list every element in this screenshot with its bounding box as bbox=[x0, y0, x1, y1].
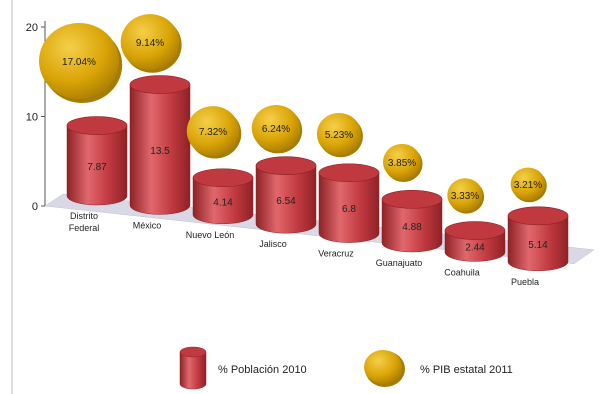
pib-bubble: 6.24% bbox=[251, 105, 303, 154]
axis-group: 0 10 20 Distrito Federal México Nuevo León Jali… bbox=[11, 0, 539, 394]
bar-body bbox=[381, 199, 443, 253]
bar-value-label: 6.54 bbox=[276, 196, 296, 207]
legend-cylinder-swatch bbox=[179, 351, 207, 390]
legend-bubble-swatch bbox=[364, 350, 402, 384]
bar-value-label: 5.14 bbox=[528, 240, 548, 251]
bar-body bbox=[318, 172, 380, 243]
category-label: Jalisco bbox=[259, 239, 287, 249]
pib-bubble: 5.23% bbox=[316, 112, 363, 158]
bar-value-label: 4.14 bbox=[213, 197, 233, 208]
population-bar: 13.5 bbox=[129, 75, 191, 215]
bubble-value-label: 3.21% bbox=[514, 180, 542, 191]
bubble-face bbox=[251, 105, 301, 151]
bar-top bbox=[129, 75, 191, 94]
population-bar: 6.54 bbox=[255, 156, 317, 234]
category-label: Puebla bbox=[511, 277, 539, 287]
population-bar: 5.14 bbox=[507, 206, 569, 272]
bubble-face bbox=[39, 23, 119, 99]
bar-value-label: 6.8 bbox=[342, 204, 356, 215]
bar-value-label: 4.88 bbox=[402, 222, 422, 233]
pib-bubble: 3.33% bbox=[447, 178, 485, 214]
bar-body bbox=[255, 165, 317, 234]
y-tick-label: 0 bbox=[32, 201, 38, 213]
pib-bubble: 3.85% bbox=[382, 143, 423, 182]
population-bar: 2.44 bbox=[444, 221, 506, 262]
bar-value-label: 2.44 bbox=[465, 242, 485, 253]
bubble-face bbox=[510, 167, 546, 201]
legend-group: % Población 2010 % PIB estatal 2011 bbox=[179, 346, 513, 390]
pib-bubble: 9.14% bbox=[120, 14, 182, 73]
population-bar: 6.8 bbox=[318, 163, 380, 243]
pib-bubble: 17.04% bbox=[39, 23, 123, 103]
category-label: México bbox=[133, 220, 162, 230]
bar-body bbox=[507, 215, 569, 272]
bubble-face bbox=[447, 178, 483, 212]
bar-top bbox=[192, 168, 254, 188]
category-label: Veracruz bbox=[318, 249, 354, 259]
bar-top bbox=[318, 163, 380, 183]
bars-group: 7.87 13.5 4.14 6.54 6.8 4.88 2.44 5.14 bbox=[66, 75, 569, 272]
bubble-face bbox=[316, 112, 362, 156]
bar-top bbox=[255, 156, 317, 175]
bar-top bbox=[507, 206, 569, 226]
population-bar: 4.14 bbox=[192, 168, 254, 225]
pib-bubble: 7.32% bbox=[186, 106, 242, 159]
bubble-value-label: 3.85% bbox=[388, 158, 416, 169]
bar-top bbox=[381, 190, 443, 209]
legend-item-pib: % PIB estatal 2011 bbox=[364, 350, 513, 387]
bar-top bbox=[444, 221, 506, 240]
legend-item-population: % Población 2010 bbox=[179, 346, 307, 390]
bar-body bbox=[192, 177, 254, 225]
pib-bubble: 3.21% bbox=[510, 167, 547, 203]
legend-label-population: % Población 2010 bbox=[218, 364, 307, 376]
bar-value-label: 7.87 bbox=[87, 162, 107, 173]
y-tick-label: 10 bbox=[26, 112, 38, 124]
bubble-face bbox=[120, 14, 180, 70]
category-label: Coahuila bbox=[444, 267, 480, 277]
bubble-value-label: 9.14% bbox=[136, 38, 164, 49]
legend-label-pib: % PIB estatal 2011 bbox=[420, 364, 513, 376]
bubble-value-label: 3.33% bbox=[451, 191, 479, 202]
bubbles-group: 17.04% 9.14% 7.32% 6.24% 5.23% 3.85% 3.33% 3.21… bbox=[39, 14, 547, 214]
bubble-value-label: 7.32% bbox=[199, 127, 227, 138]
category-label: Distrito Federal bbox=[69, 211, 100, 233]
population-bar: 7.87 bbox=[66, 116, 128, 206]
bar-body bbox=[129, 84, 191, 215]
y-tick-label: 20 bbox=[26, 22, 38, 34]
legend-cylinder-top bbox=[179, 346, 207, 358]
category-label: Guanajuato bbox=[376, 258, 423, 268]
bubble-value-label: 5.23% bbox=[325, 130, 353, 141]
bubble-value-label: 17.04% bbox=[62, 57, 96, 68]
category-label: Nuevo León bbox=[186, 230, 235, 240]
bubble-face bbox=[186, 106, 240, 156]
bar-value-label: 13.5 bbox=[150, 146, 170, 157]
bar-body bbox=[66, 125, 128, 206]
population-bar: 4.88 bbox=[381, 190, 443, 253]
bar-top bbox=[66, 116, 128, 135]
bubble-value-label: 6.24% bbox=[262, 124, 290, 135]
bubble-face bbox=[382, 143, 422, 181]
